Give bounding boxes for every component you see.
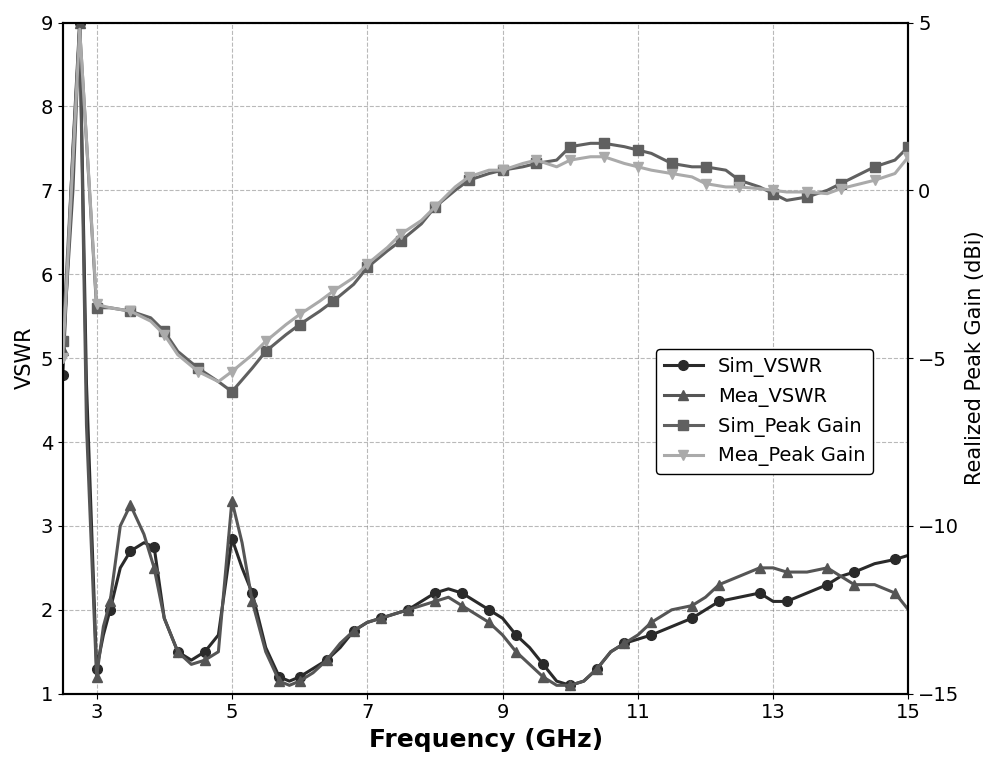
Mea_Peak Gain bbox=[212, 377, 224, 387]
Sim_VSWR bbox=[429, 588, 441, 597]
Sim_VSWR bbox=[578, 676, 590, 686]
Y-axis label: VSWR: VSWR bbox=[15, 327, 35, 390]
Sim_Peak Gain bbox=[280, 330, 292, 339]
Mea_Peak Gain bbox=[645, 166, 657, 175]
Mea_Peak Gain bbox=[700, 179, 712, 188]
Mea_VSWR bbox=[283, 681, 295, 690]
Mea_Peak Gain bbox=[361, 259, 373, 268]
Mea_VSWR bbox=[564, 681, 576, 690]
Sim_VSWR bbox=[483, 605, 495, 614]
Mea_VSWR bbox=[57, 345, 69, 354]
Sim_Peak Gain bbox=[700, 162, 712, 171]
Sim_Peak Gain bbox=[226, 387, 238, 397]
Y-axis label: Realized Peak Gain (dBi): Realized Peak Gain (dBi) bbox=[965, 231, 985, 486]
Mea_Peak Gain bbox=[74, 25, 86, 34]
Sim_VSWR bbox=[74, 18, 86, 27]
Sim_VSWR bbox=[902, 551, 914, 560]
Sim_Peak Gain bbox=[57, 337, 69, 346]
Sim_Peak Gain bbox=[902, 142, 914, 151]
Sim_VSWR bbox=[564, 681, 576, 690]
Sim_VSWR bbox=[57, 370, 69, 380]
Sim_VSWR bbox=[551, 676, 563, 686]
Mea_VSWR bbox=[578, 676, 590, 686]
Mea_VSWR bbox=[902, 605, 914, 614]
Mea_VSWR bbox=[74, 18, 86, 27]
X-axis label: Frequency (GHz): Frequency (GHz) bbox=[369, 728, 603, 752]
Mea_Peak Gain bbox=[280, 320, 292, 329]
Mea_VSWR bbox=[497, 630, 509, 640]
Line: Mea_Peak Gain: Mea_Peak Gain bbox=[58, 25, 913, 387]
Sim_Peak Gain bbox=[361, 263, 373, 272]
Mea_VSWR bbox=[138, 530, 150, 539]
Legend: Sim_VSWR, Mea_VSWR, Sim_Peak Gain, Mea_Peak Gain: Sim_VSWR, Mea_VSWR, Sim_Peak Gain, Mea_P… bbox=[656, 350, 873, 474]
Sim_VSWR bbox=[361, 617, 373, 627]
Sim_Peak Gain bbox=[348, 280, 360, 289]
Line: Mea_VSWR: Mea_VSWR bbox=[58, 18, 913, 690]
Sim_Peak Gain bbox=[889, 156, 901, 165]
Sim_Peak Gain bbox=[74, 25, 86, 34]
Mea_Peak Gain bbox=[902, 152, 914, 161]
Mea_Peak Gain bbox=[889, 169, 901, 178]
Line: Sim_Peak Gain: Sim_Peak Gain bbox=[58, 25, 913, 397]
Mea_VSWR bbox=[442, 593, 454, 602]
Line: Sim_VSWR: Sim_VSWR bbox=[58, 18, 913, 690]
Mea_Peak Gain bbox=[57, 354, 69, 363]
Sim_Peak Gain bbox=[645, 149, 657, 158]
Mea_VSWR bbox=[375, 614, 387, 623]
Sim_VSWR bbox=[138, 538, 150, 548]
Mea_Peak Gain bbox=[348, 273, 360, 282]
